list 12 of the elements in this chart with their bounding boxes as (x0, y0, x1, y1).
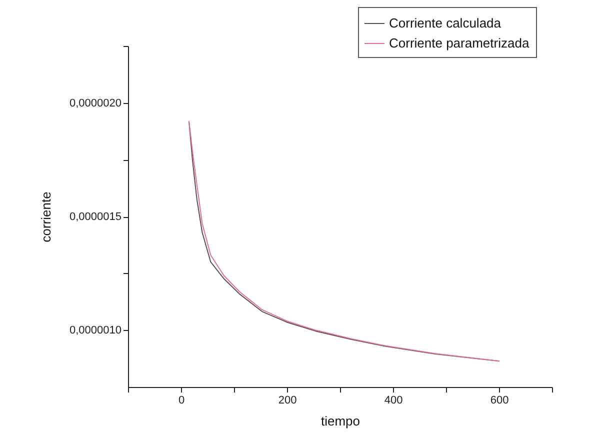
x-axis-title: tiempo (320, 414, 360, 428)
x-tick-label: 0 (178, 394, 185, 406)
x-tick-label: 200 (278, 394, 297, 406)
y-tick-label: 0,0000020 (70, 97, 122, 110)
y-axis-title: corriente (38, 192, 54, 242)
x-tick-label: 400 (384, 394, 403, 406)
line-series (188, 120, 500, 362)
y-tick-label: 0,0000010 (70, 324, 122, 337)
y-tick-label: 0,0000015 (70, 211, 122, 223)
legend-label: Corriente calculada (389, 16, 502, 30)
x-tick-label: 600 (490, 394, 509, 406)
legend-label: Corriente parametrizada (389, 36, 530, 50)
